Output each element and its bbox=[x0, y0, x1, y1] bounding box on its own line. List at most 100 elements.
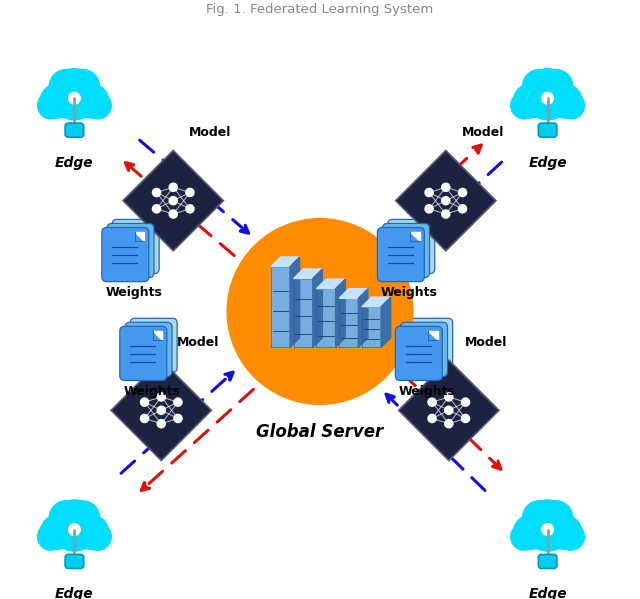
Circle shape bbox=[152, 189, 161, 196]
Polygon shape bbox=[428, 331, 438, 340]
Polygon shape bbox=[381, 297, 390, 347]
Circle shape bbox=[169, 196, 177, 205]
Text: Edge: Edge bbox=[55, 156, 93, 170]
Circle shape bbox=[83, 90, 113, 121]
Bar bbox=[50, 96, 99, 107]
Circle shape bbox=[509, 90, 540, 121]
Polygon shape bbox=[362, 297, 390, 307]
Polygon shape bbox=[335, 279, 345, 347]
Circle shape bbox=[537, 68, 575, 105]
Circle shape bbox=[524, 73, 571, 120]
Circle shape bbox=[428, 415, 436, 422]
Polygon shape bbox=[271, 257, 300, 267]
Circle shape bbox=[169, 183, 177, 191]
Polygon shape bbox=[153, 331, 162, 340]
Circle shape bbox=[65, 69, 100, 104]
Circle shape bbox=[556, 90, 586, 121]
Circle shape bbox=[84, 92, 111, 119]
Circle shape bbox=[557, 524, 584, 550]
Circle shape bbox=[72, 82, 110, 120]
Text: Weights: Weights bbox=[106, 286, 163, 300]
Circle shape bbox=[461, 398, 470, 406]
Circle shape bbox=[157, 406, 165, 415]
Circle shape bbox=[68, 92, 80, 104]
Polygon shape bbox=[316, 289, 335, 347]
Circle shape bbox=[539, 69, 573, 104]
Circle shape bbox=[461, 415, 470, 422]
Text: Fig. 1. Federated Learning System: Fig. 1. Federated Learning System bbox=[206, 3, 434, 16]
Circle shape bbox=[521, 499, 559, 537]
FancyBboxPatch shape bbox=[102, 228, 149, 282]
Circle shape bbox=[169, 210, 177, 218]
FancyBboxPatch shape bbox=[125, 322, 172, 376]
Circle shape bbox=[186, 189, 194, 196]
Circle shape bbox=[512, 513, 549, 551]
Circle shape bbox=[537, 499, 575, 537]
Circle shape bbox=[511, 524, 538, 550]
Text: Edge: Edge bbox=[528, 587, 567, 599]
Circle shape bbox=[425, 189, 433, 196]
Circle shape bbox=[425, 205, 433, 213]
Polygon shape bbox=[316, 279, 345, 289]
Circle shape bbox=[74, 515, 109, 549]
FancyBboxPatch shape bbox=[65, 123, 84, 137]
Circle shape bbox=[522, 503, 573, 553]
Circle shape bbox=[524, 504, 571, 551]
Circle shape bbox=[445, 406, 453, 415]
Circle shape bbox=[65, 501, 100, 535]
Text: Weights: Weights bbox=[124, 385, 180, 398]
Text: Model: Model bbox=[189, 126, 232, 140]
Circle shape bbox=[40, 84, 74, 118]
FancyBboxPatch shape bbox=[112, 219, 159, 274]
Circle shape bbox=[38, 513, 76, 551]
Circle shape bbox=[521, 68, 559, 105]
Circle shape bbox=[509, 521, 540, 552]
Circle shape bbox=[458, 205, 467, 213]
FancyBboxPatch shape bbox=[378, 228, 424, 282]
Polygon shape bbox=[339, 289, 368, 298]
Circle shape bbox=[546, 513, 584, 551]
Circle shape bbox=[47, 499, 85, 537]
FancyBboxPatch shape bbox=[406, 318, 452, 373]
Circle shape bbox=[36, 521, 67, 552]
Circle shape bbox=[84, 524, 111, 550]
Text: Model: Model bbox=[461, 126, 504, 140]
Circle shape bbox=[522, 501, 557, 535]
Circle shape bbox=[442, 210, 450, 218]
Circle shape bbox=[38, 524, 65, 550]
Circle shape bbox=[140, 398, 148, 406]
Circle shape bbox=[38, 92, 65, 119]
Polygon shape bbox=[271, 267, 290, 347]
Circle shape bbox=[58, 498, 91, 531]
Circle shape bbox=[83, 521, 113, 552]
Circle shape bbox=[542, 92, 554, 104]
FancyBboxPatch shape bbox=[65, 555, 84, 568]
Circle shape bbox=[557, 92, 584, 119]
Bar bbox=[523, 527, 572, 539]
Polygon shape bbox=[313, 269, 323, 347]
Bar bbox=[523, 96, 572, 107]
Circle shape bbox=[49, 501, 83, 535]
Circle shape bbox=[533, 500, 562, 528]
Circle shape bbox=[186, 205, 194, 213]
Polygon shape bbox=[294, 269, 323, 279]
FancyBboxPatch shape bbox=[120, 326, 167, 380]
Circle shape bbox=[58, 66, 91, 99]
Circle shape bbox=[445, 419, 453, 428]
Polygon shape bbox=[358, 289, 368, 347]
Circle shape bbox=[531, 498, 564, 531]
Circle shape bbox=[428, 398, 436, 406]
Circle shape bbox=[542, 524, 554, 536]
Circle shape bbox=[157, 419, 165, 428]
Circle shape bbox=[49, 71, 100, 122]
Polygon shape bbox=[396, 150, 496, 251]
FancyBboxPatch shape bbox=[401, 322, 447, 376]
Circle shape bbox=[140, 415, 148, 422]
Text: Edge: Edge bbox=[528, 156, 567, 170]
Circle shape bbox=[36, 90, 67, 121]
Circle shape bbox=[51, 73, 98, 120]
Circle shape bbox=[40, 515, 74, 549]
Circle shape bbox=[174, 398, 182, 406]
Circle shape bbox=[157, 393, 165, 401]
Circle shape bbox=[445, 393, 453, 401]
